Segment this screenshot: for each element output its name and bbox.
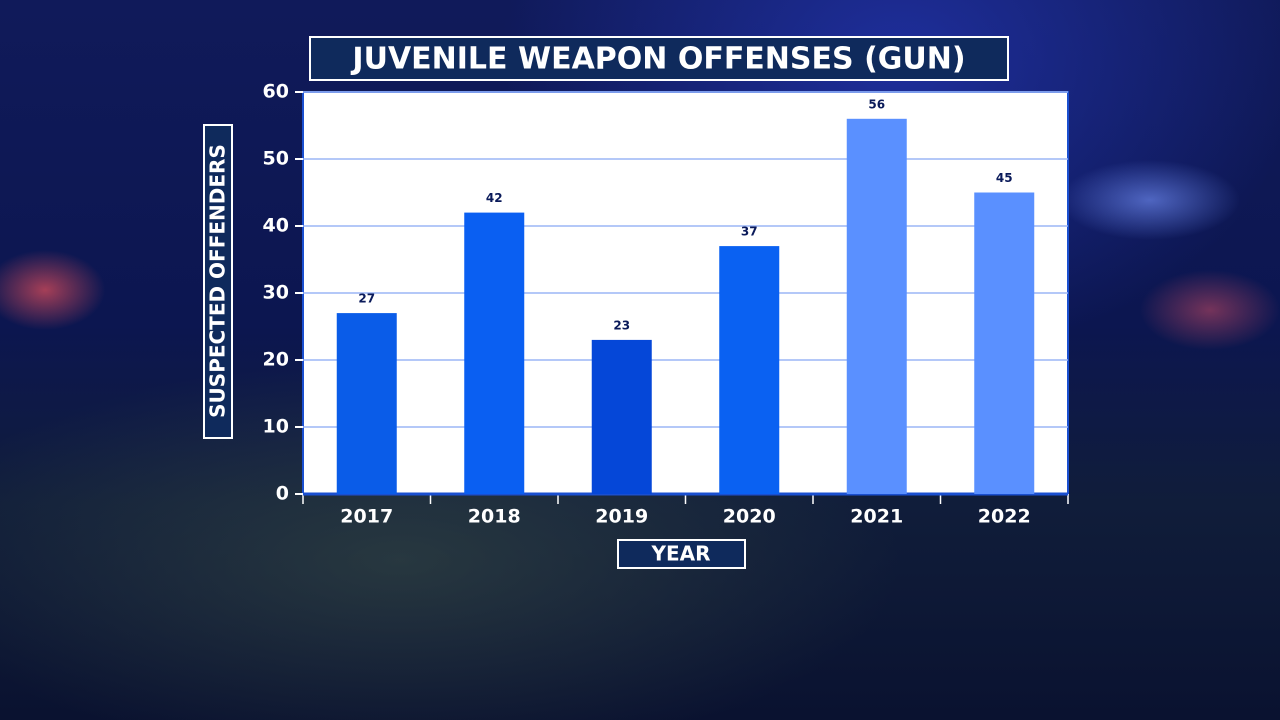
value-label: 37 xyxy=(741,225,758,239)
bar xyxy=(591,339,652,494)
y-tick-label: 60 xyxy=(263,81,289,103)
y-tick-label: 0 xyxy=(276,483,289,505)
x-tick-label: 2021 xyxy=(850,506,903,528)
bar xyxy=(974,192,1035,494)
y-tick-label: 10 xyxy=(263,416,289,438)
bar xyxy=(846,118,907,495)
bar xyxy=(336,313,397,494)
x-tick-label: 2018 xyxy=(468,506,521,528)
y-tick-label: 40 xyxy=(263,215,289,237)
chart-title: JUVENILE WEAPON OFFENSES (GUN) xyxy=(350,42,965,77)
x-tick-label: 2019 xyxy=(595,506,648,528)
value-label: 42 xyxy=(486,191,503,205)
x-label-box xyxy=(617,539,746,569)
x-tick-label: 2022 xyxy=(978,506,1031,528)
x-tick-label: 2020 xyxy=(723,506,776,528)
value-label: 23 xyxy=(613,318,630,332)
y-tick-label: 50 xyxy=(263,148,289,170)
bar xyxy=(719,246,780,494)
value-label: 56 xyxy=(868,97,885,111)
y-tick-label: 30 xyxy=(263,282,289,304)
x-tick-label: 2017 xyxy=(340,506,393,528)
bar xyxy=(464,212,525,494)
y-axis-label: SUSPECTED OFFENDERS xyxy=(206,144,230,418)
title-box xyxy=(309,36,1009,81)
y-tick-label: 20 xyxy=(263,349,289,371)
value-label: 45 xyxy=(996,171,1013,185)
y-label-box xyxy=(203,124,233,439)
value-label: 27 xyxy=(358,292,375,306)
x-axis-label: YEAR xyxy=(650,542,710,566)
